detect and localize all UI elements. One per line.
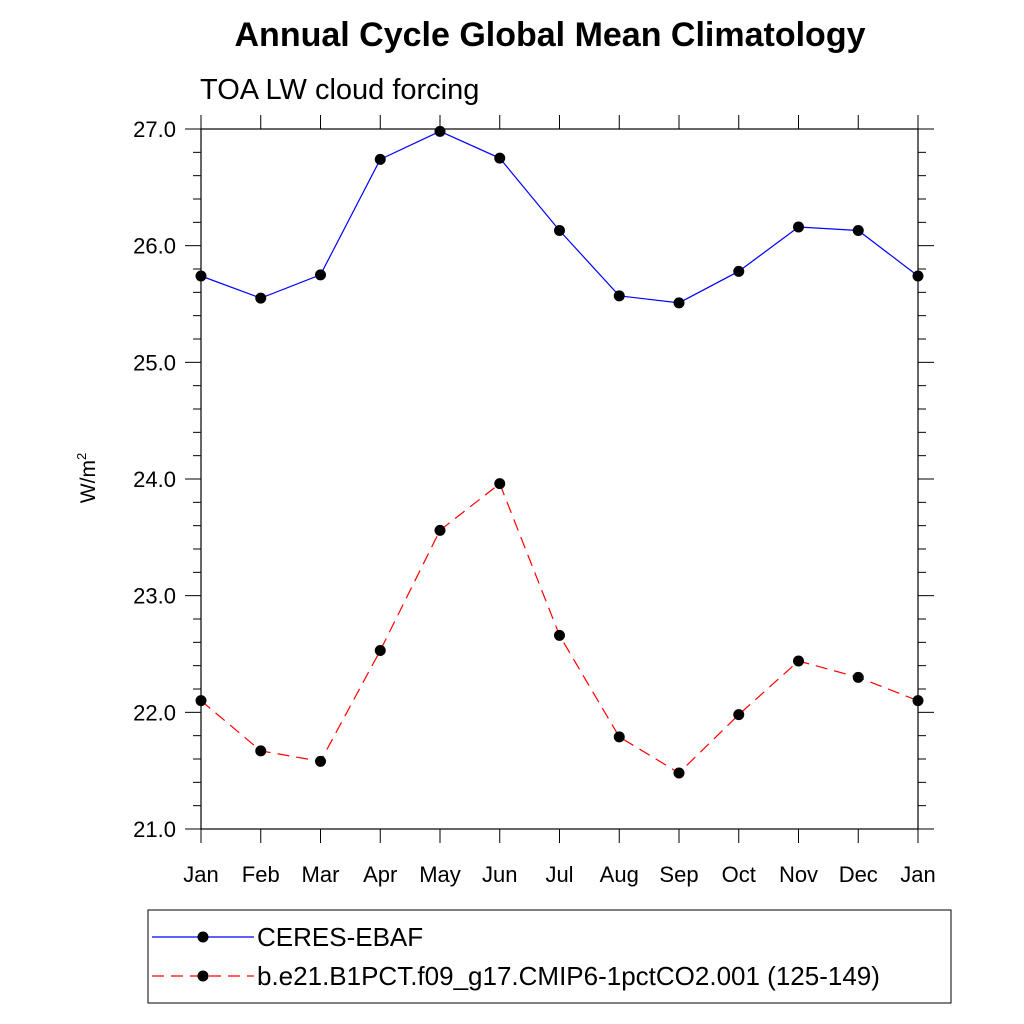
data-point [912, 695, 924, 707]
data-point [733, 709, 745, 721]
y-tick-label: 22.0 [133, 700, 176, 725]
legend-marker-1 [197, 931, 209, 943]
legend-label-1: CERES-EBAF [257, 922, 423, 952]
data-point [852, 671, 864, 683]
data-point [374, 153, 386, 165]
x-tick-label: Mar [302, 862, 340, 887]
data-point [554, 629, 565, 641]
y-axis-label-superscript: 2 [74, 453, 89, 460]
plot-area: 21.0 22.0 23.0 24.0 25.0 26.0 27.0 Jan Feb Mar Apr… [133, 115, 936, 887]
data-point [613, 290, 625, 302]
legend-marker-2 [197, 970, 209, 982]
y-axis-label-text: W/m [77, 460, 100, 503]
x-tick-label: Apr [363, 862, 397, 887]
x-tick-label: Jan [183, 862, 218, 887]
data-point [793, 655, 804, 667]
legend-label-2: b.e21.B1PCT.f09_g17.CMIP6-1pctCO2.001 (1… [257, 961, 880, 991]
data-point [315, 269, 326, 281]
data-point [255, 292, 267, 304]
data-point [494, 152, 506, 164]
chart-title: Annual Cycle Global Mean Climatology [235, 16, 866, 54]
legend: CERES-EBAF b.e21.B1PCT.f09_g17.CMIP6-1pct… [147, 909, 952, 1004]
series-line-1 [200, 130, 919, 304]
x-tick-label: Aug [600, 862, 639, 887]
data-point [852, 225, 864, 236]
y-tick-label: 27.0 [133, 117, 176, 142]
x-tick-label: Feb [242, 862, 280, 887]
data-point [554, 225, 565, 236]
data-point [494, 478, 506, 490]
x-tick-label: Jun [482, 862, 517, 887]
legend-box [147, 909, 952, 1004]
data-point [912, 270, 924, 282]
data-point [255, 745, 267, 757]
data-point [195, 270, 207, 282]
svg-text:W/m2: W/m2 [74, 453, 100, 503]
y-tick-label: 24.0 [133, 467, 176, 492]
data-point [793, 221, 804, 233]
x-tick-label: Oct [722, 862, 756, 887]
series-line-2 [200, 482, 919, 774]
x-tick-label: Jul [545, 862, 573, 887]
y-axis-label: W/m2 [74, 453, 100, 503]
data-point [434, 524, 446, 536]
data-point [613, 731, 625, 743]
data-point [195, 695, 207, 707]
data-point [374, 645, 386, 656]
y-tick-label: 25.0 [133, 350, 176, 375]
data-point [673, 767, 685, 779]
x-tick-label: Sep [659, 862, 698, 887]
x-tick-label: Jan [900, 862, 935, 887]
data-point [733, 265, 745, 277]
y-tick-label: 21.0 [133, 817, 176, 842]
y-tick-label: 26.0 [133, 234, 176, 259]
data-point [315, 755, 326, 767]
x-tick-label: May [419, 862, 461, 887]
y-tick-label: 23.0 [133, 584, 176, 609]
data-point [434, 125, 446, 137]
x-tick-label: Dec [839, 862, 878, 887]
x-tick-label: Nov [779, 862, 818, 887]
chart-subtitle: TOA LW cloud forcing [200, 74, 479, 106]
data-point [673, 297, 685, 309]
